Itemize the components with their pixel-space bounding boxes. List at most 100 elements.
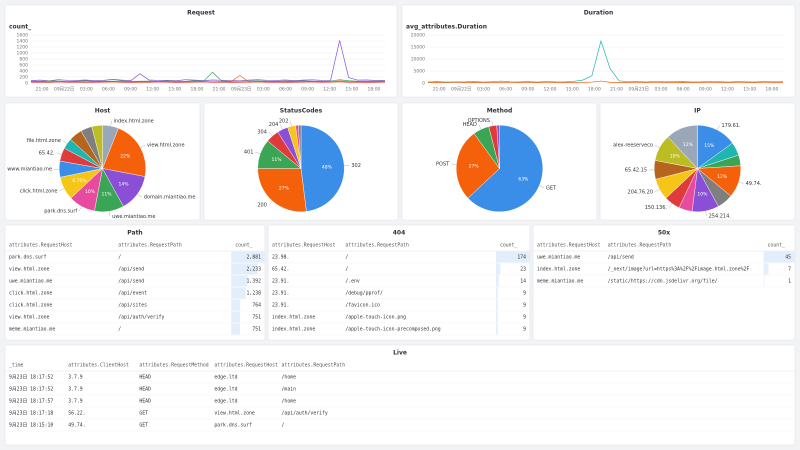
leader-line: [654, 189, 660, 193]
x-tick-label: 21:00: [36, 87, 49, 93]
x-tick-label: 21:00: [213, 87, 226, 93]
slice-value-label: 14%: [119, 181, 130, 187]
leader-line: [137, 193, 142, 198]
count-bar: [231, 323, 241, 335]
column-header: attributes.RequestPath: [345, 243, 409, 249]
table-cell: 56.22.: [68, 411, 85, 417]
slice-value-label: 12%: [717, 174, 728, 180]
table-cell: 23.98.: [272, 255, 289, 261]
slice-value-label: 11%: [272, 157, 283, 163]
leader-line: [668, 203, 673, 208]
table-cell: /static/https://cdn.jsdelivr.org/file/: [608, 279, 718, 285]
panel-title: StatusCodes: [280, 108, 323, 115]
panel: [4, 4, 398, 98]
slice-value-label: 10%: [85, 189, 96, 195]
y-tick-label: 400: [19, 69, 28, 75]
column-header: count_: [235, 243, 252, 249]
slice-label: GET: [546, 185, 557, 191]
x-tick-label: 12:00: [721, 87, 734, 93]
count-bar: [231, 275, 248, 287]
leader-line: [738, 181, 744, 184]
x-tick-label: 06:00: [677, 87, 690, 93]
count-cell: 14: [520, 279, 526, 285]
slice-label: 200: [257, 202, 267, 208]
leader-line: [705, 210, 707, 217]
table-cell: /apple-touch-icon-precomposed.png: [345, 327, 440, 333]
leader-line: [56, 152, 62, 155]
count-cell: 9: [523, 327, 526, 333]
count-cell: 1,238: [247, 291, 262, 297]
table-cell: park.dns.surf: [214, 423, 252, 429]
table-cell: 9月23日 18:17:57: [9, 399, 53, 405]
table-cell: /_next/image?url=https%3A%2F%2Fimage.htm…: [608, 267, 750, 273]
table-cell: index.html.zone: [272, 327, 315, 333]
slice-value-label: 11%: [102, 192, 113, 198]
column-header: _time: [9, 363, 24, 369]
x-tick-label: 09:00: [301, 87, 314, 93]
table-cell: /: [345, 255, 348, 261]
table-cell: click.html.zone: [9, 291, 52, 297]
table-cell: view.html.zone: [214, 411, 255, 417]
slice-label: file.html.zone: [27, 138, 61, 144]
x-tick-label: 15:00: [566, 87, 579, 93]
y-tick-label: 1600: [17, 33, 29, 39]
panel: [532, 224, 796, 341]
leader-line: [280, 124, 283, 130]
x-tick-label: 15:00: [743, 87, 756, 93]
slice-label: www.miantiao.me: [7, 167, 52, 173]
slice-value-label: 48%: [322, 164, 333, 170]
table-cell: 23.91.: [272, 279, 289, 285]
table-cell: 49.74.: [68, 423, 85, 429]
x-tick-label: 03:00: [654, 87, 667, 93]
slice-label: park.dns.surf: [44, 208, 77, 214]
y-tick-label: 600: [19, 63, 28, 69]
table-cell: /api/auth/verify: [118, 315, 164, 321]
count-cell: 23: [520, 267, 526, 273]
x-tick-label: 03:00: [477, 87, 490, 93]
count-bar: [495, 287, 498, 299]
x-tick-label: 15:00: [345, 87, 358, 93]
count-cell: 751: [252, 315, 261, 321]
table-cell: GET: [139, 411, 148, 417]
count-cell: 2,881: [247, 255, 262, 261]
x-tick-label: 12:00: [544, 87, 557, 93]
slice-label: 65.42.15: [625, 168, 647, 174]
y-tick-label: 800: [19, 57, 28, 63]
panel-title: Duration: [584, 10, 614, 17]
count-cell: 1,392: [247, 279, 262, 285]
count-cell: 1: [788, 279, 791, 285]
table-cell: edge.ltd: [214, 399, 237, 405]
table-cell: /.env: [345, 279, 360, 285]
panel-title: Path: [127, 230, 142, 237]
leader-line: [268, 131, 273, 137]
table-cell: click.html.zone: [9, 303, 52, 309]
table-cell: 9月23日 18:17:52: [9, 387, 53, 393]
slice-label: POST: [436, 161, 450, 167]
slice-label: 204.76.20: [628, 189, 653, 195]
slice-value-label: 10%: [697, 192, 708, 198]
table-cell: HEAD: [139, 387, 151, 393]
slice-label: click.html.zone: [20, 188, 58, 194]
leader-line: [59, 188, 65, 192]
series-line: [30, 81, 386, 83]
panel-title: Method: [487, 108, 513, 115]
y-tick-label: 10000: [411, 57, 425, 63]
y-tick-label: 1400: [17, 39, 29, 45]
slice-label: HEAD: [463, 122, 477, 128]
x-tick-label: 15:00: [168, 87, 181, 93]
leader-line: [109, 211, 111, 217]
y-tick-label: 5000: [414, 69, 426, 75]
table-cell: /: [118, 327, 121, 333]
table-cell: index.html.zone: [272, 315, 315, 321]
count-bar: [495, 251, 530, 263]
table-cell: 3.7.9: [68, 375, 83, 381]
table-cell: park.dns.surf: [9, 255, 47, 261]
count-bar: [763, 275, 765, 287]
leader-line: [62, 140, 68, 144]
leader-line: [290, 121, 292, 127]
slice-value-label: 63%: [518, 176, 529, 182]
x-tick-label: 09月23日: [629, 87, 649, 93]
leader-line: [539, 185, 545, 188]
column-header: attributes.ClientHost: [68, 363, 129, 369]
slice-label: index.html.zone: [114, 118, 154, 124]
